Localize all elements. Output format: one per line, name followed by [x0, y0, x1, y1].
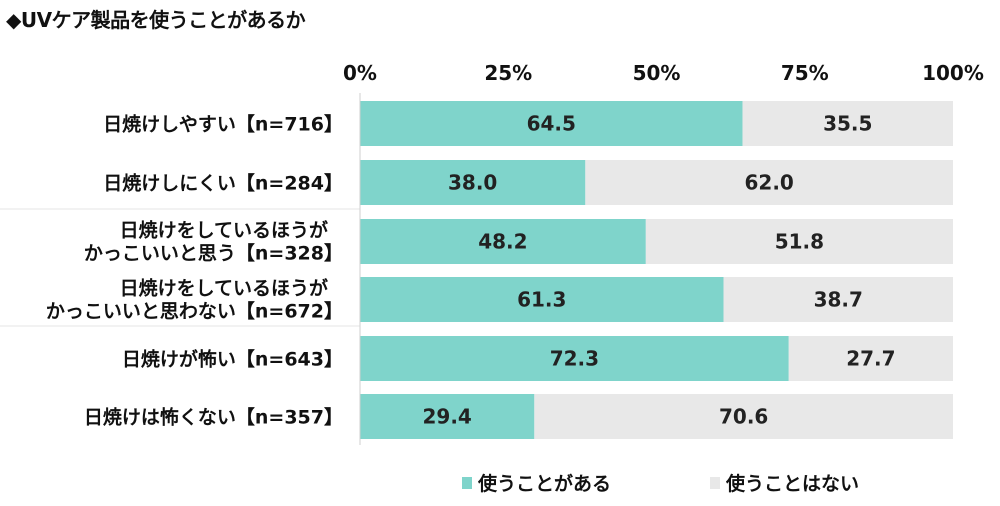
x-tick-label: 0%: [343, 61, 377, 85]
x-tick-label: 100%: [922, 61, 984, 85]
data-label: 62.0: [744, 171, 793, 195]
category-label: かっこいいと思う【n=328】: [84, 242, 343, 265]
data-label: 29.4: [422, 405, 471, 429]
legend-label: 使うことはない: [725, 473, 859, 495]
legend-swatch: [710, 477, 720, 489]
bar-segment: [742, 101, 953, 146]
legend-swatch: [462, 477, 472, 489]
data-label: 48.2: [478, 230, 527, 254]
bar-segment: [585, 160, 953, 205]
bar-segment: [788, 336, 953, 381]
data-label: 64.5: [527, 112, 576, 136]
bar-segment: [360, 160, 586, 205]
bar-segment: [360, 394, 535, 439]
data-label: 35.5: [823, 112, 872, 136]
bar-segment: [360, 101, 743, 146]
category-label: かっこいいと思わない【n=672】: [46, 300, 343, 323]
bar-segment: [723, 277, 953, 322]
bar-segment: [645, 219, 953, 264]
data-label: 27.7: [846, 347, 895, 371]
bar-segment: [360, 277, 724, 322]
bar-segment: [360, 336, 789, 381]
x-tick-label: 75%: [781, 61, 829, 85]
data-label: 51.8: [775, 230, 824, 254]
data-label: 61.3: [517, 288, 566, 312]
x-tick-label: 25%: [484, 61, 532, 85]
legend-label: 使うことがある: [477, 472, 611, 495]
chart-title: ◆UVケア製品を使うことがあるか: [6, 8, 306, 32]
data-label: 70.6: [719, 405, 768, 429]
bar-segment: [360, 219, 646, 264]
category-label: 日焼けしにくい【n=284】: [103, 172, 343, 195]
category-label: 日焼けは怖くない【n=357】: [84, 406, 343, 429]
bar-segment: [534, 394, 953, 439]
data-label: 72.3: [550, 347, 599, 371]
data-label: 38.7: [814, 288, 863, 312]
category-label: 日焼けが怖い【n=643】: [122, 348, 343, 371]
x-tick-label: 50%: [633, 61, 681, 85]
category-label: 日焼けをしているほうが: [120, 219, 328, 242]
category-label: 日焼けしやすい【n=716】: [103, 113, 343, 136]
data-label: 38.0: [448, 171, 497, 195]
category-label: 日焼けをしているほうが: [120, 277, 328, 300]
